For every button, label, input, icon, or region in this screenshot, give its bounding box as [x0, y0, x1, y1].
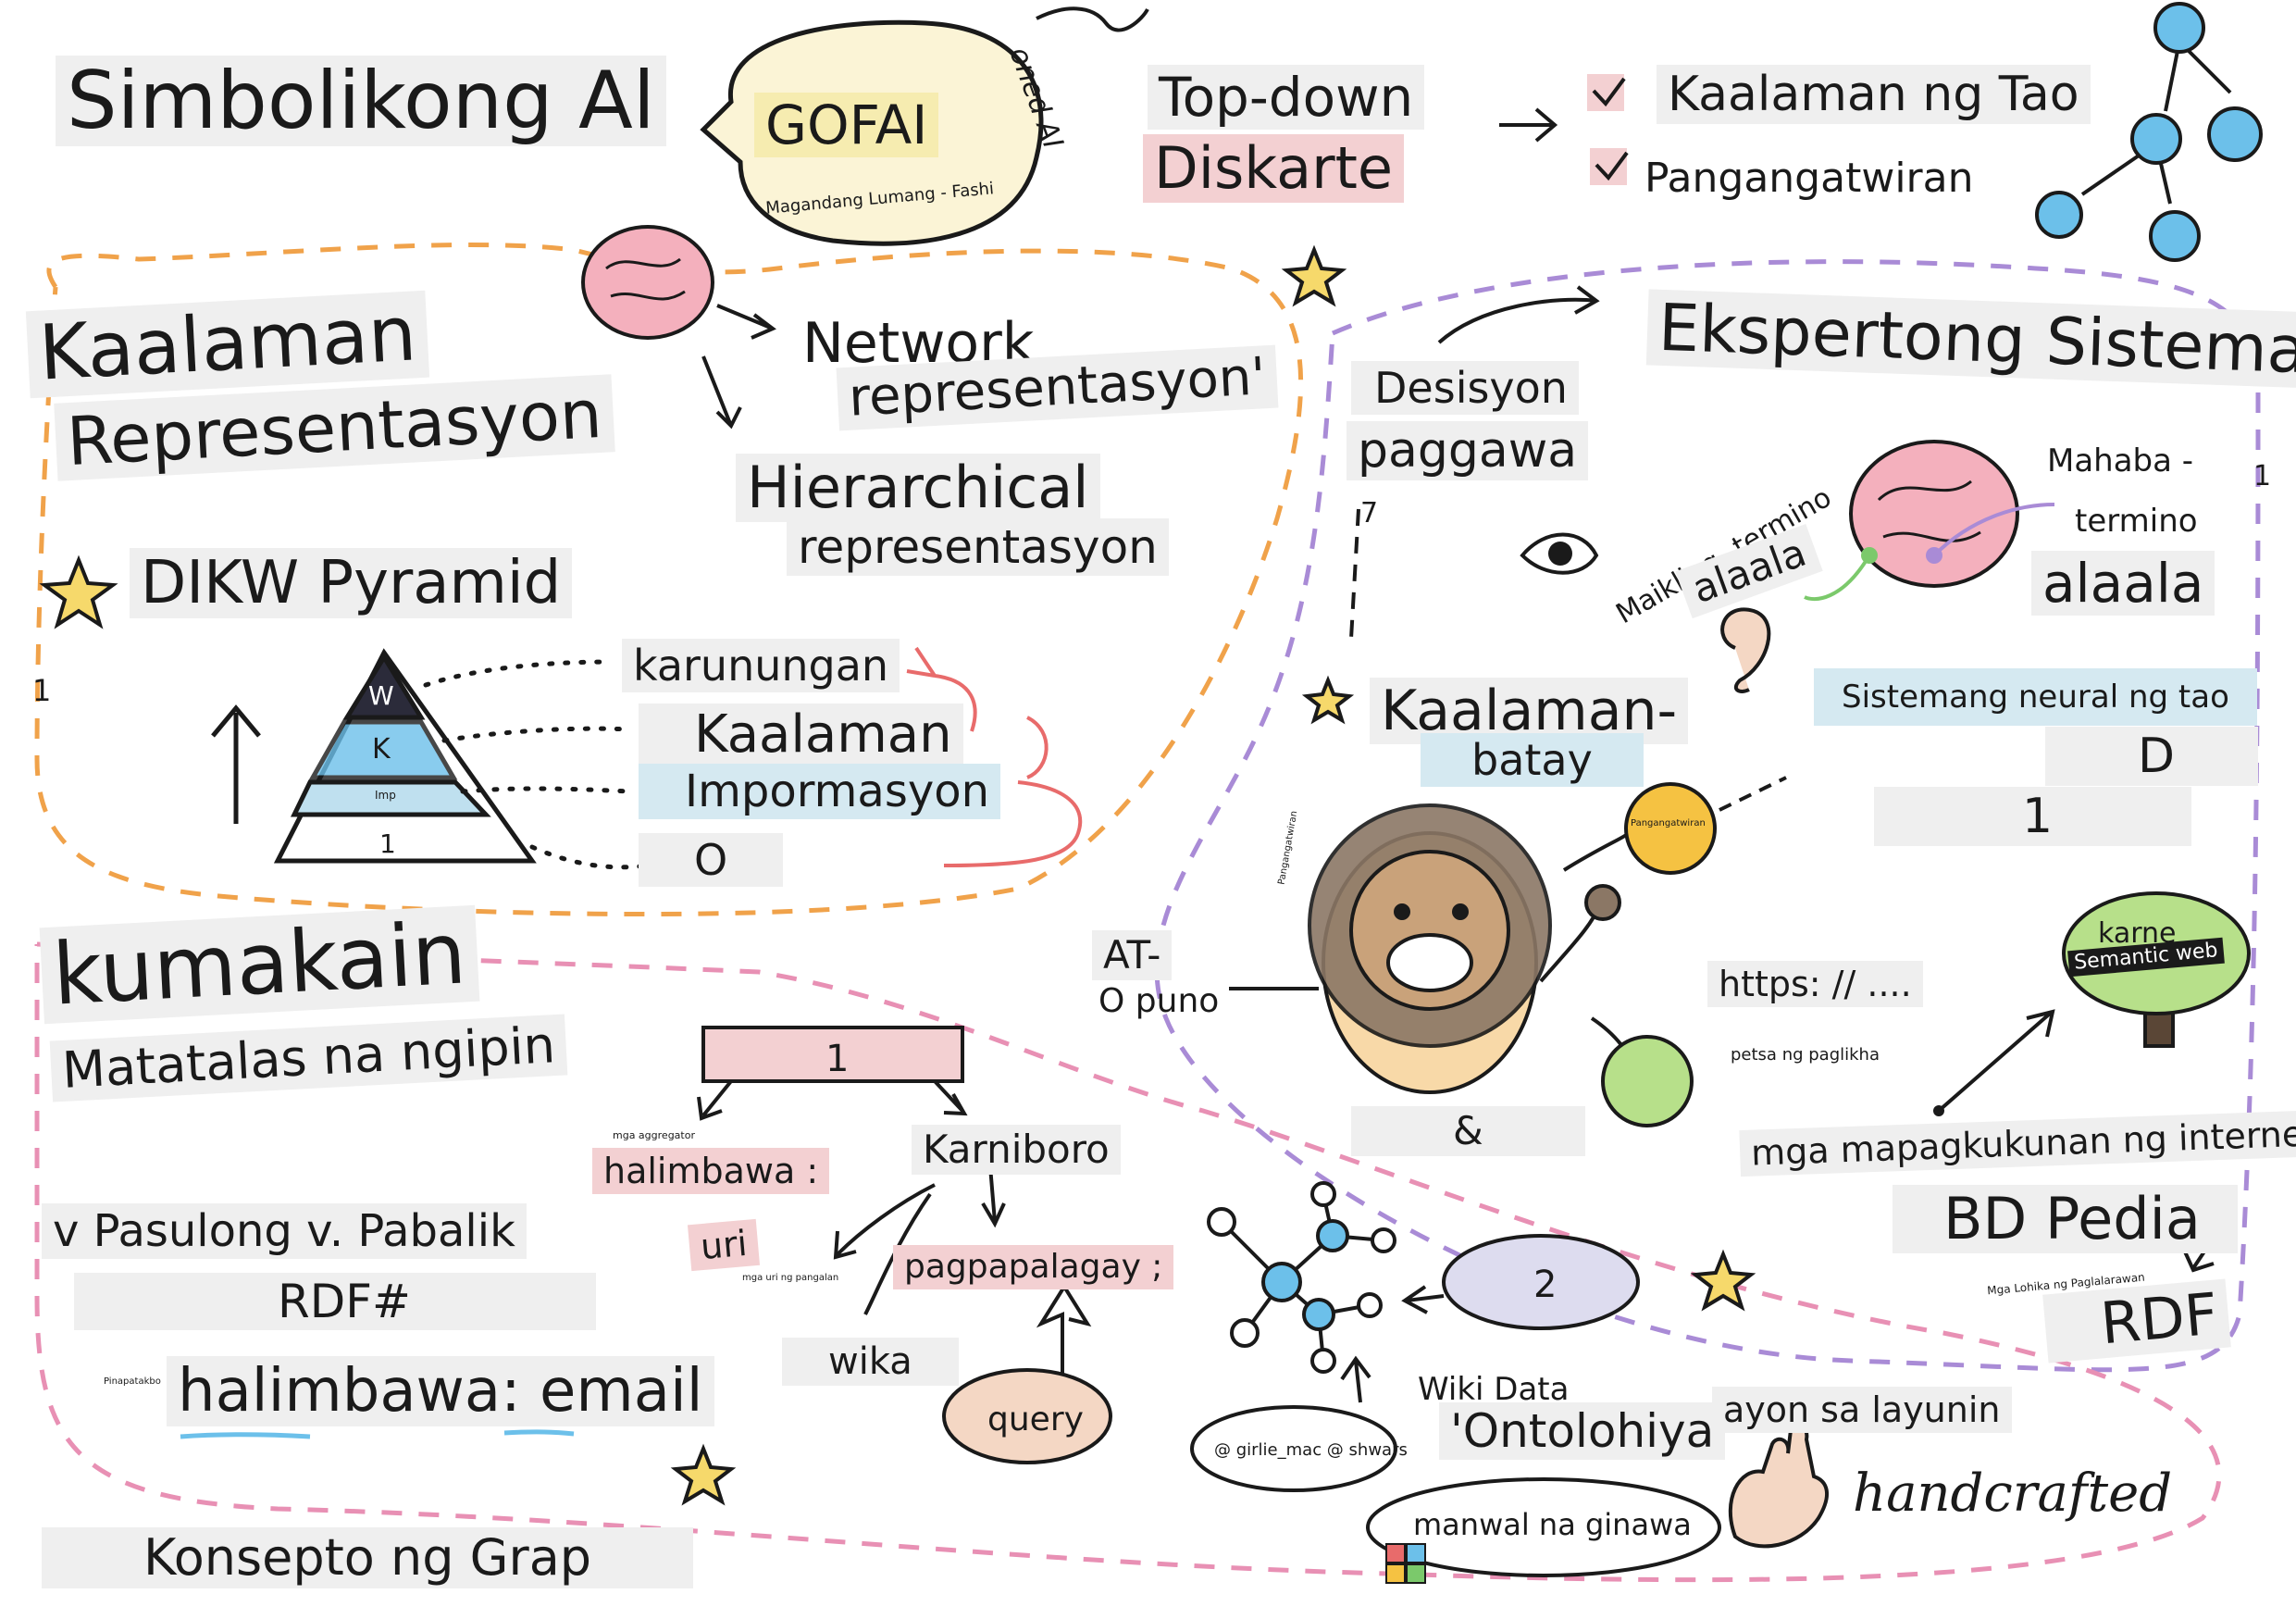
email-underline [180, 1429, 575, 1439]
pyramid-red-arrows [906, 646, 1083, 867]
and-label: AT- [1092, 930, 1173, 980]
curved-arrow-expert [1437, 285, 1600, 344]
example-label: halimbawa : [592, 1148, 830, 1194]
type-name-small: mga uri ng pangalan [742, 1273, 839, 1283]
seven-label: 7 [1360, 497, 1379, 529]
handcrafted-label: handcrafted [1853, 1463, 2173, 1524]
knowledge-tree-icon [2035, 2, 2263, 262]
diskarte-label: Diskarte [1143, 134, 1405, 203]
neural-system-label: Sistemang neural ng tao [1814, 668, 2257, 726]
arrow-topdown [1499, 107, 1558, 143]
colored-blocks-icon [1385, 1543, 1426, 1584]
curl-arrow [1036, 6, 1149, 32]
hand-icon [1728, 1423, 1829, 1549]
one-box-label: 1 [1874, 787, 2192, 846]
reasoning-label: Pangangatwiran [1644, 155, 1974, 202]
two-label: 2 [1533, 1264, 1558, 1306]
rdf-hash-label: RDF# [74, 1273, 596, 1330]
credits-bubble [1190, 1405, 1397, 1492]
carnivore-label: Karniboro [912, 1125, 1121, 1175]
memory-link-long [1932, 503, 2055, 557]
aggregator-tag: mga aggregator [613, 1129, 695, 1141]
ear-icon [1720, 607, 1771, 693]
hierarchical-label: Hierarchical [736, 454, 1100, 522]
green-node [1601, 1035, 1694, 1127]
pyramid-k: K [372, 733, 391, 766]
molecule-network-icon [1207, 1181, 1396, 1374]
brain-icon-left [581, 225, 714, 340]
graph-region-boundary [34, 941, 2222, 1583]
based-label: batay [1421, 733, 1644, 787]
dash-line-vertical [1349, 508, 1360, 640]
knowledge-label: Kaalaman [639, 704, 963, 766]
dikw-title: DIKW Pyramid [130, 548, 573, 618]
dikw-pyramid [273, 648, 537, 864]
yellow-node-text: Pangangatwiran [1631, 818, 1706, 828]
long-memory-label: alaala [2031, 551, 2215, 616]
lion-illustration [1308, 803, 1621, 1094]
arrow-to-network [716, 304, 776, 340]
wikidata-label: Wiki Data [1418, 1371, 1570, 1408]
decision-making-label: paggawa [1347, 421, 1589, 480]
pyramid-w: W [368, 680, 394, 711]
up-arrow-pyramid [211, 704, 261, 824]
manwal-bubble [1366, 1477, 1721, 1577]
one-right-label: 1 [2253, 460, 2272, 492]
green-node-text: petsa ng paglikha [1731, 1045, 1880, 1065]
pyramid-dotted-links [423, 659, 651, 870]
or-tree-label: O puno [1098, 982, 1220, 1020]
graph-box-one [701, 1026, 964, 1083]
star-icon-dikw [39, 554, 118, 629]
wisdom-label: karunungan [622, 639, 900, 692]
star-icons-small [670, 244, 1756, 1506]
by-purpose-label: ayon sa layunin [1712, 1387, 2012, 1433]
hierarchical-representation-label: representasyon [787, 518, 1169, 576]
credits-label: @ girlie_mac @ shwars [1214, 1440, 1408, 1460]
side-one-left: 1 [32, 673, 52, 708]
arrow-to-molecule [1401, 1285, 1445, 1314]
query-bubble [942, 1368, 1112, 1464]
lion-link-yellow [1562, 831, 1631, 872]
forward-backward-label: v Pasulong v. Pabalik [42, 1203, 527, 1259]
arrow-credits-up [1340, 1355, 1371, 1403]
two-bubble [1442, 1234, 1640, 1330]
arrow-internet-to-tree [1937, 1009, 2055, 1113]
query-arrow [1036, 1283, 1092, 1379]
graph-tree-arrows [697, 1079, 1006, 1315]
d-label: D [2045, 727, 2259, 786]
https-label: https: // .... [1707, 961, 1923, 1007]
memory-link-short [1804, 554, 1871, 602]
dash-yellow-node [1719, 776, 1787, 812]
graph-concept-label: Konsepto ng Grap [42, 1527, 694, 1588]
ontology-label: 'Ontolohiya [1439, 1402, 1726, 1460]
arrow-to-hierarchical [701, 355, 742, 430]
email-example-label: halimbawa: email [167, 1356, 714, 1426]
pyramid-d: 1 [379, 828, 396, 859]
main-title: Simbolikong Al [56, 56, 666, 146]
information-label: Impormasyon [639, 764, 1001, 819]
pyramid-i: Imp [375, 789, 396, 802]
data-label: O [639, 833, 784, 887]
eye-icon [1520, 532, 1599, 575]
language-label: wika [782, 1338, 959, 1386]
long-term-label-1: Mahaba - [2047, 442, 2194, 479]
long-term-label-2: termino [2075, 503, 2198, 540]
ampersand-label: & [1351, 1106, 1585, 1156]
type-label: uri [687, 1218, 761, 1272]
run-tag: Pinapatakbo [104, 1376, 161, 1387]
assumption-label: pagpapalagay ; [893, 1245, 1174, 1289]
human-knowledge-label: Kaalaman ng Tao [1657, 65, 2091, 124]
topdown-label: Top-down [1148, 65, 1425, 130]
knowledge-region-boundary [34, 243, 1304, 916]
dbpedia-label: BD Pedia [1893, 1185, 2238, 1253]
brain-icon-right [1849, 440, 2019, 588]
yellow-node [1624, 782, 1717, 875]
decision-label: Desisyon [1351, 361, 1579, 415]
box-one-label: 1 [825, 1038, 850, 1080]
gofai-label: GOFAI [754, 93, 939, 157]
manual-label: manwal na ginawa [1413, 1507, 1692, 1542]
expert-region-boundary [1154, 259, 2261, 1373]
query-label: query [987, 1401, 1084, 1438]
